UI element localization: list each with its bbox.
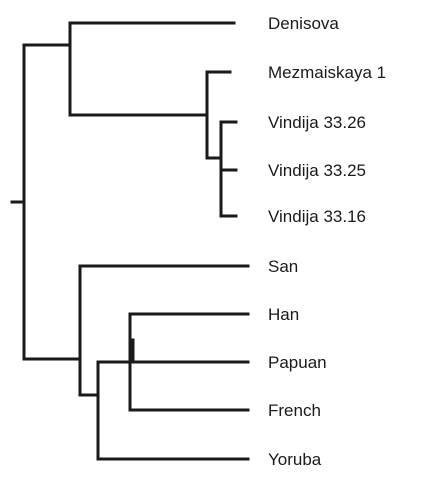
tree-branches <box>10 21 250 461</box>
taxon-label-san: San <box>268 257 298 276</box>
taxon-label-vindija-33-25: Vindija 33.25 <box>268 161 366 180</box>
taxon-label-han: Han <box>268 305 299 324</box>
taxon-label-vindija-33-26: Vindija 33.26 <box>268 113 366 132</box>
taxon-label-mezmaiskaya-1: Mezmaiskaya 1 <box>268 63 386 82</box>
taxon-label-yoruba: Yoruba <box>268 450 322 469</box>
taxon-label-papuan: Papuan <box>268 353 327 372</box>
taxon-label-denisova: Denisova <box>268 14 339 33</box>
taxon-label-vindija-33-16: Vindija 33.16 <box>268 207 366 226</box>
taxon-labels: Denisova Mezmaiskaya 1 Vindija 33.26 Vin… <box>268 14 386 469</box>
taxon-label-french: French <box>268 401 321 420</box>
